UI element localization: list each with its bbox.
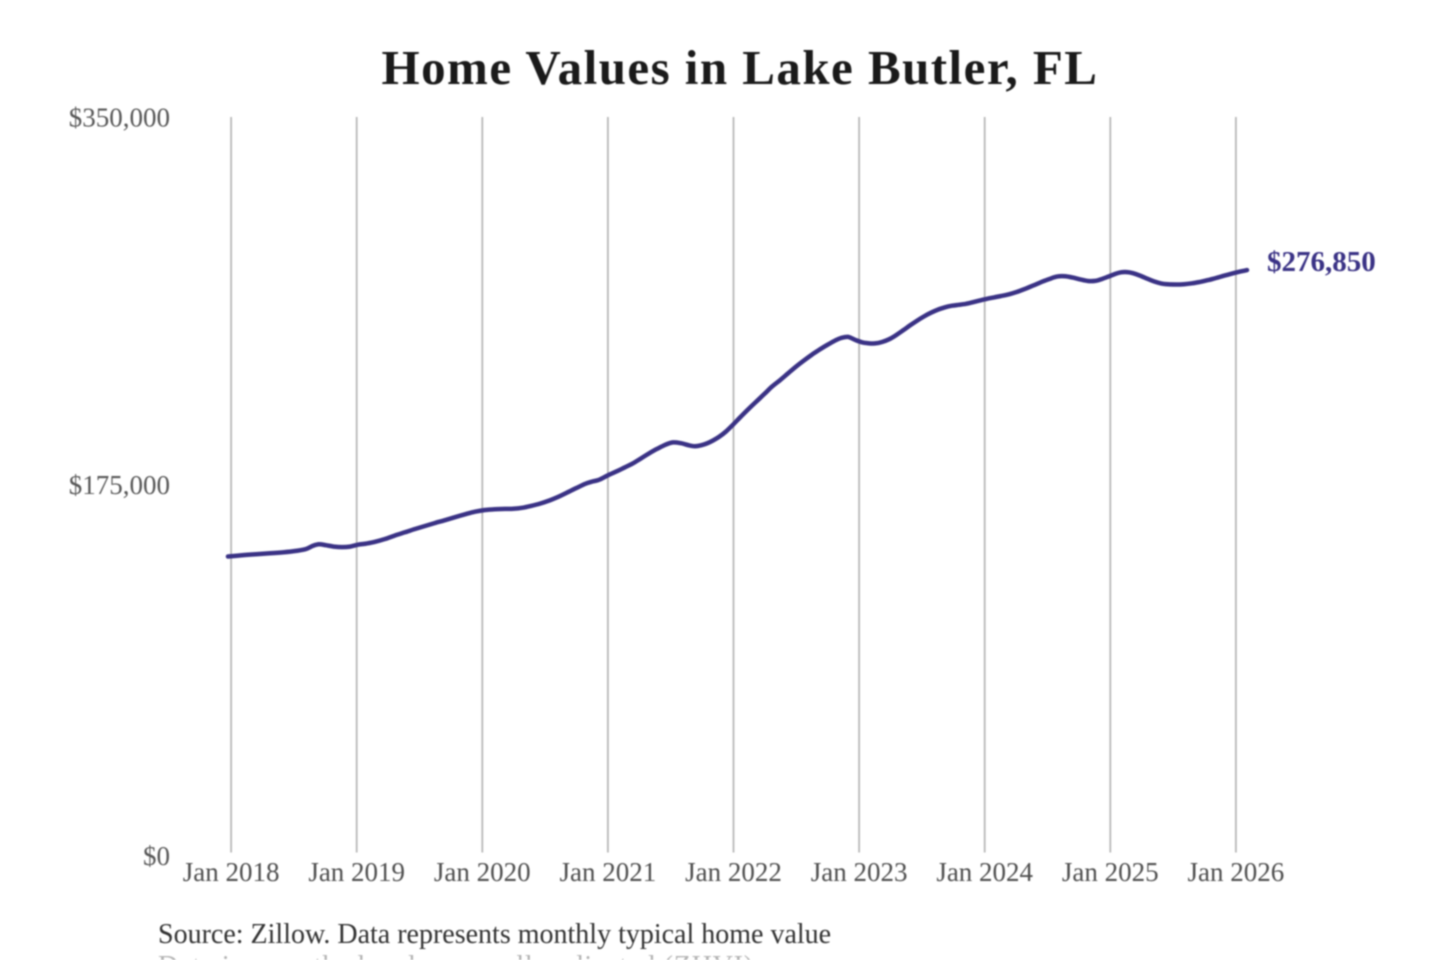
svg-text:$350,000: $350,000 <box>69 102 170 132</box>
svg-text:Jan 2024: Jan 2024 <box>936 857 1033 887</box>
svg-text:Jan 2026: Jan 2026 <box>1188 857 1285 887</box>
svg-text:Data is smoothed and seasonall: Data is smoothed and seasonally adjusted… <box>158 951 754 960</box>
svg-text:Jan 2023: Jan 2023 <box>811 857 908 887</box>
svg-text:Jan 2022: Jan 2022 <box>685 857 782 887</box>
svg-text:$276,850: $276,850 <box>1267 246 1376 278</box>
svg-text:Jan 2019: Jan 2019 <box>308 857 405 887</box>
svg-text:Jan 2025: Jan 2025 <box>1062 857 1159 887</box>
svg-text:Jan 2021: Jan 2021 <box>560 857 657 887</box>
svg-text:Source: Zillow. Data represent: Source: Zillow. Data represents monthly … <box>158 919 831 950</box>
svg-text:Home Values in Lake Butler, FL: Home Values in Lake Butler, FL <box>382 40 1099 95</box>
svg-text:Jan 2018: Jan 2018 <box>183 857 280 887</box>
svg-text:$0: $0 <box>143 841 170 871</box>
svg-text:Jan 2020: Jan 2020 <box>434 857 531 887</box>
svg-text:$175,000: $175,000 <box>69 470 170 500</box>
